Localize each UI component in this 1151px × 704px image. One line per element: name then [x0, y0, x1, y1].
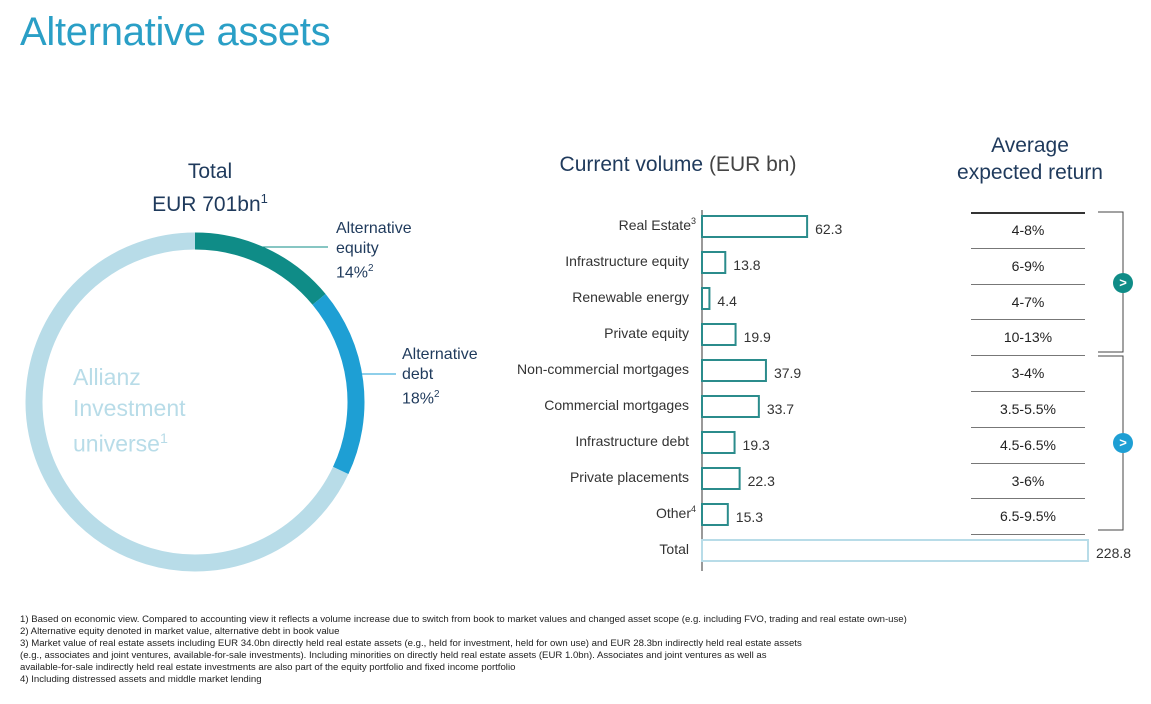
bar-category-label: Commercial mortgages — [544, 397, 689, 413]
return-row-divider — [971, 283, 1085, 285]
bar-other — [701, 503, 729, 526]
total-label: Total EUR 701bn1 — [110, 158, 310, 218]
footnote-line: (e.g., associates and joint ventures, av… — [20, 650, 767, 662]
bar-infrastructure-equity — [701, 251, 727, 274]
universe-label: Allianz Investment universe1 — [73, 364, 186, 457]
footnote-line: 4) Including distressed assets and middl… — [20, 674, 262, 686]
return-row-divider — [971, 426, 1085, 428]
bar-category-label: Private equity — [604, 325, 689, 341]
return-value: 10-13% — [1003, 329, 1053, 346]
bar-value-label: 22.3 — [748, 473, 775, 489]
bar-private-placements — [701, 467, 741, 490]
return-row-divider — [971, 498, 1085, 500]
volume-title: Current volume (EUR bn) — [559, 153, 797, 176]
return-row-divider — [971, 319, 1085, 321]
return-row-divider — [971, 247, 1085, 249]
bar-value-label: 37.9 — [774, 365, 801, 381]
footnote-line: 2) Alternative equity denoted in market … — [20, 626, 340, 638]
bar-value-label: 4.4 — [717, 293, 737, 309]
return-row-divider — [971, 391, 1085, 392]
return-value: 6.5-9.5% — [999, 508, 1057, 525]
donut-slice-other — [25, 232, 349, 572]
return-value: 3-6% — [1011, 472, 1045, 489]
page-title: Alternative assets — [20, 10, 331, 54]
bar-category-label: Renewable energy — [572, 289, 689, 305]
bar-category-label: Real Estate3 — [619, 216, 696, 233]
bar-infrastructure-debt — [701, 431, 736, 454]
return-row-divider — [971, 462, 1085, 464]
return-row-divider — [971, 355, 1085, 357]
return-row-divider — [971, 534, 1085, 536]
bar-category-label: Infrastructure equity — [565, 253, 689, 269]
bar-value-label: 19.3 — [743, 437, 770, 453]
footnote-line: 3) Market value of real estate assets in… — [20, 638, 802, 650]
return-value: 3-4% — [1011, 365, 1045, 382]
bar-category-label: Private placements — [570, 469, 689, 485]
bar-value-label: 15.3 — [736, 509, 763, 525]
donut-slice-debt — [312, 293, 365, 475]
return-title: Average expected return — [957, 134, 1103, 184]
bar-total — [701, 539, 1089, 562]
bar-value-label: 19.9 — [744, 329, 771, 345]
bar-chart: Real Estate3 62.3 Infrastructure equity 13.… — [517, 210, 1131, 571]
equity-return-chevron-icon[interactable]: > — [1113, 273, 1133, 293]
total-label-line2: EUR 701bn1 — [152, 191, 268, 216]
bar-real-estate — [701, 215, 809, 238]
bar-private-equity — [701, 323, 737, 346]
bar-category-label: Other4 — [656, 504, 696, 521]
footnote-line: 1) Based on economic view. Compared to a… — [20, 614, 907, 625]
return-value: 4.5-6.5% — [999, 436, 1057, 453]
return-value: 3.5-5.5% — [999, 401, 1057, 417]
return-value: 6-9% — [1011, 257, 1045, 274]
bar-renewable-energy — [701, 287, 711, 310]
debt-label: Alternative debt 18%2 — [402, 346, 478, 408]
donut-slice-equity — [194, 232, 326, 305]
return-value: 4-8% — [1011, 222, 1045, 238]
bar-value-label: 13.8 — [733, 257, 760, 273]
return-row-divider — [971, 212, 1085, 214]
bar-value-label: 33.7 — [767, 401, 794, 417]
equity-label: Alternative equity 14%2 — [336, 220, 412, 282]
footnote-line: available-for-sale indirectly held real … — [20, 662, 516, 674]
return-value: 4-7% — [1011, 293, 1045, 310]
donut-chart — [25, 232, 365, 572]
footnotes: 1) Based on economic view. Compared to a… — [20, 614, 1130, 687]
bar-commercial-mortgages — [701, 395, 760, 418]
bar-category-label: Non-commercial mortgages — [517, 361, 689, 377]
bar-non-commercial-mortgages — [701, 359, 767, 382]
bar-value-label: 62.3 — [815, 221, 842, 237]
debt-return-chevron-icon[interactable]: > — [1113, 433, 1133, 453]
bar-value-label: 228.8 — [1096, 545, 1131, 561]
bar-category-label: Total — [659, 541, 689, 557]
bar-category-label: Infrastructure debt — [575, 433, 689, 449]
total-label-line1: Total — [187, 160, 233, 183]
